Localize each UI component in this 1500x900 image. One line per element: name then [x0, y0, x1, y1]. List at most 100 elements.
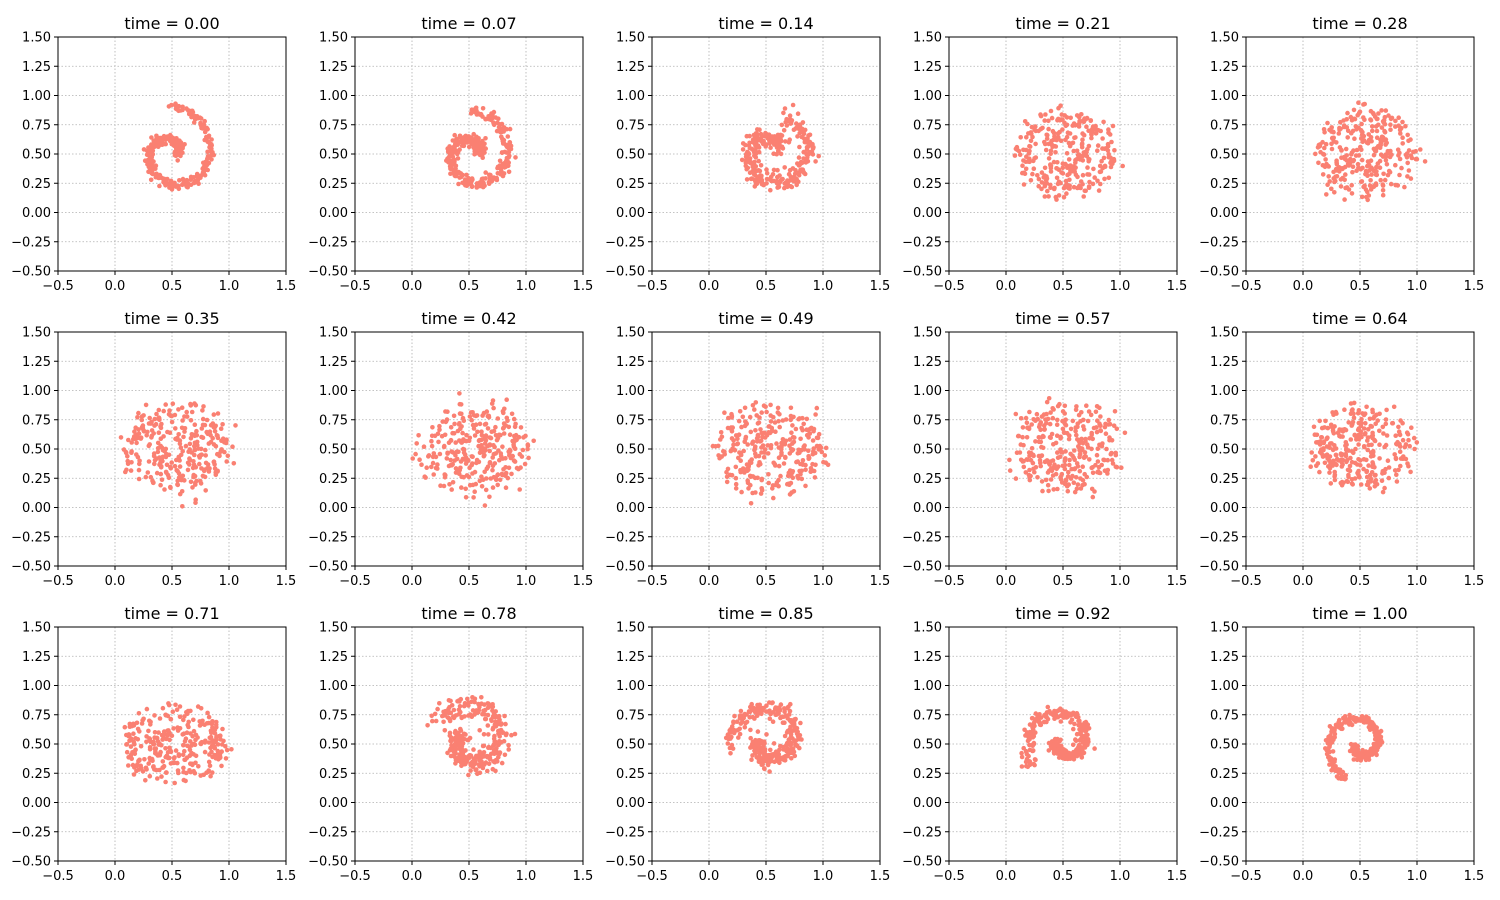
scatter-point [809, 425, 814, 431]
y-tick-label: 1.00 [22, 89, 51, 104]
scatter-point [151, 431, 156, 436]
scatter-point [1351, 415, 1357, 421]
scatter-point [429, 713, 435, 719]
scatter-point [1391, 404, 1397, 410]
scatter-point [479, 701, 484, 706]
scatter-point [142, 158, 148, 163]
scatter-point [1027, 747, 1033, 753]
scatter-point [508, 143, 514, 149]
scatter-point [505, 134, 511, 139]
scatter-point [1396, 153, 1401, 158]
scatter-point [1386, 475, 1392, 481]
scatter-point [1071, 752, 1077, 757]
scatter-point [176, 753, 182, 759]
scatter-point [1024, 420, 1030, 426]
scatter-point [204, 770, 209, 775]
scatter-point [1076, 722, 1081, 728]
y-tick-label: 0.50 [319, 148, 348, 163]
scatter-point [1046, 141, 1051, 147]
scatter-point [489, 704, 494, 709]
scatter-point [745, 156, 750, 162]
scatter-point [1028, 473, 1033, 479]
scatter-point [447, 717, 453, 723]
scatter-point [136, 410, 141, 416]
scatter-point [1382, 114, 1388, 120]
scatter-point [1320, 172, 1326, 177]
scatter-point [1371, 416, 1376, 421]
scatter-point [1342, 164, 1348, 170]
scatter-point [443, 409, 448, 414]
scatter-panel-2: time = 0.14−0.5 0.0 0.5 1.0 1.5−0.50−0.250.0… [605, 14, 890, 294]
scatter-point [1394, 479, 1400, 484]
y-tick-label: 0.75 [22, 708, 51, 723]
scatter-point [210, 770, 215, 775]
scatter-point [180, 104, 185, 110]
scatter-point [793, 167, 798, 173]
scatter-point [1107, 435, 1112, 440]
scatter-point [1324, 436, 1330, 441]
scatter-point [211, 459, 217, 465]
scatter-point [1087, 436, 1092, 441]
scatter-point [1065, 488, 1071, 494]
scatter-point [1007, 457, 1012, 463]
y-tick-label: 0.25 [22, 767, 51, 782]
y-tick-label: 1.25 [616, 355, 645, 370]
scatter-point [482, 435, 487, 441]
scatter-point [750, 490, 755, 496]
scatter-point [180, 107, 185, 113]
scatter-point [141, 413, 146, 418]
scatter-point [1370, 450, 1376, 455]
scatter-point [431, 472, 437, 477]
scatter-point [794, 125, 799, 131]
scatter-point [496, 448, 501, 453]
scatter-point [1024, 763, 1029, 769]
scatter-point [790, 435, 796, 440]
x-tick-label: 0.0 [402, 574, 423, 589]
scatter-point [135, 454, 141, 460]
scatter-point [144, 739, 149, 745]
scatter-point [1048, 410, 1053, 415]
scatter-point [1090, 470, 1096, 476]
scatter-point [172, 183, 177, 189]
scatter-point [424, 465, 430, 471]
scatter-point [1330, 410, 1335, 415]
scatter-point [1078, 486, 1084, 491]
scatter-point [451, 150, 457, 155]
scatter-point [477, 704, 482, 710]
y-tick-label: −0.50 [605, 265, 645, 280]
scatter-point [454, 456, 460, 462]
scatter-point [766, 709, 771, 714]
scatter-point [503, 465, 508, 470]
scatter-point [224, 747, 230, 753]
scatter-point [500, 444, 505, 450]
scatter-point [215, 411, 221, 416]
y-tick-label: −0.25 [308, 825, 348, 840]
scatter-point [477, 450, 483, 456]
scatter-point [1053, 712, 1058, 718]
scatter-point [1370, 128, 1375, 134]
panel-title: time = 0.14 [718, 14, 813, 33]
scatter-point [768, 145, 773, 150]
scatter-point [495, 721, 501, 727]
scatter-point [1038, 113, 1044, 119]
scatter-point [1072, 721, 1077, 727]
scatter-point [1027, 477, 1033, 483]
scatter-point [755, 432, 761, 438]
scatter-point [177, 458, 182, 463]
scatter-point [1338, 177, 1344, 182]
scatter-point [215, 451, 220, 457]
scatter-point [778, 702, 784, 707]
y-tick-label: 1.50 [22, 31, 51, 46]
scatter-point [1049, 115, 1055, 121]
scatter-point [1361, 426, 1367, 431]
scatter-point [1048, 169, 1054, 174]
scatter-point [126, 732, 132, 737]
x-tick-label: −0.5 [339, 869, 371, 884]
y-tick-label: 0.75 [319, 708, 348, 723]
scatter-point [1329, 441, 1334, 446]
scatter-point [787, 727, 792, 732]
scatter-point [785, 753, 790, 759]
scatter-point [1380, 188, 1386, 193]
scatter-point [716, 443, 721, 449]
scatter-point [1082, 720, 1088, 726]
